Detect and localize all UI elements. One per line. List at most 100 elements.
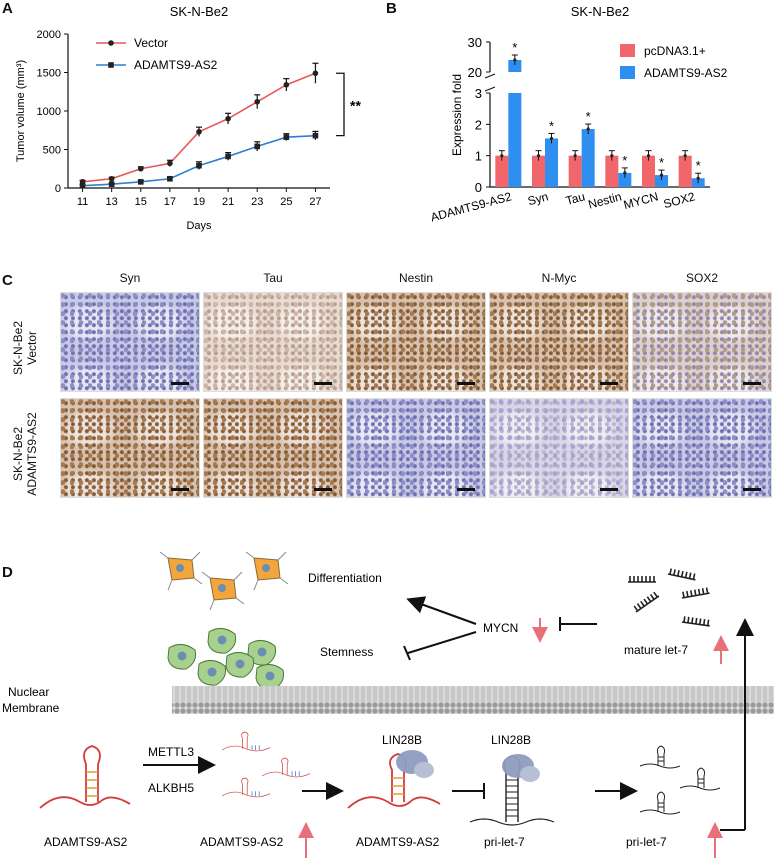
ihc-image-syn-row1 — [60, 292, 200, 392]
scale-bar — [314, 382, 332, 385]
chart-b-y-tick-label: 0 — [475, 180, 482, 195]
chart-b-bar — [495, 155, 509, 187]
mature-let7-icon — [628, 568, 710, 627]
label-lin28b-1: LIN28B — [382, 733, 422, 747]
panel-label-d: D — [2, 564, 13, 581]
chart-a-legend-marker — [108, 62, 114, 68]
ihc-column-header: Nestin — [398, 271, 433, 285]
label-differentiation: Differentiation — [308, 571, 382, 585]
label-pri-let7-1: pri-let-7 — [484, 835, 525, 849]
chart-b-point — [549, 136, 554, 141]
ihc-image-n-myc-row1 — [489, 292, 629, 392]
chart-b-point — [696, 176, 700, 180]
chart-a-x-tick-label: 15 — [135, 196, 147, 208]
chart-a-point — [196, 128, 202, 135]
chart-a-point — [283, 82, 290, 88]
chart-a-point — [196, 162, 202, 169]
chart-b-x-tick-label: SOX2 — [662, 189, 697, 211]
chart-a-point — [283, 134, 290, 140]
chart-b-y-label: Expression fold — [450, 74, 464, 156]
chart-b-x-tick-label: Syn — [526, 189, 550, 208]
ihc-column-header: Syn — [119, 271, 141, 285]
label-stemness: Stemness — [320, 645, 373, 659]
panel-label-c: C — [2, 272, 13, 289]
ihc-row-label-line1: SK-N-Be2 — [11, 426, 25, 482]
chart-a-y-tick-label: 500 — [43, 145, 61, 157]
chart-a-x-tick-label: 27 — [309, 196, 321, 208]
chart-b-point — [513, 58, 517, 62]
ihc-column-header: N-Myc — [541, 271, 577, 285]
label-mettl3: METTL3 — [148, 745, 194, 759]
chart-b-point — [623, 171, 627, 175]
label-adamts-1: ADAMTS9-AS2 — [44, 835, 128, 849]
chart-b-x-tick-label: ADAMTS9-AS2 — [429, 189, 513, 224]
inhibit-stemness-line — [407, 631, 477, 654]
ihc-image-tau-row1 — [203, 292, 343, 392]
chart-b-point — [683, 154, 687, 158]
label-adamts-3: ADAMTS9-AS2 — [356, 835, 440, 849]
scale-bar — [600, 382, 618, 385]
chart-a-x-tick-label: 19 — [193, 196, 205, 208]
chart-b-significance: * — [696, 158, 701, 173]
ihc-image-sox2-row2 — [632, 398, 772, 498]
scale-bar — [457, 488, 475, 491]
label-alkbh5: ALKBH5 — [148, 781, 194, 795]
chart-a-x-label: Days — [186, 220, 212, 232]
chart-b-bar — [508, 93, 522, 187]
scale-bar — [171, 382, 189, 385]
chart-b-y-tick-label: 3 — [475, 86, 482, 101]
chart-a-point — [137, 179, 144, 185]
chart-b-x-tick-label: MYCN — [622, 189, 660, 212]
chart-b-significance: * — [512, 40, 517, 55]
chart-b-bar — [678, 155, 692, 187]
chart-b-point — [573, 154, 577, 158]
chart-b-legend-label: ADAMTS9-AS2 — [644, 66, 728, 80]
methylated-rna-icon — [221, 731, 311, 798]
chart-b-y-tick-label: 2 — [475, 117, 482, 132]
chart-b-y-tick-label: 20 — [468, 65, 482, 80]
chart-a-y-label: Tumor volume (mm³) — [15, 60, 27, 162]
chart-b-x-tick-label: Tau — [564, 189, 586, 208]
ihc-column-header: Tau — [263, 271, 283, 285]
chart-a-point — [167, 175, 173, 182]
scale-bar — [743, 488, 761, 491]
chart-b-bar — [605, 155, 619, 187]
panel-label-b: B — [386, 0, 397, 17]
chart-b-point — [610, 154, 614, 158]
scale-bar — [600, 488, 618, 491]
chart-b-significance: * — [549, 118, 554, 133]
chart-a-point — [108, 181, 115, 187]
lin28b-pri-let7-complex-icon — [469, 754, 555, 826]
chart-a-legend-label: ADAMTS9-AS2 — [134, 58, 218, 72]
label-lin28b-2: LIN28B — [491, 733, 531, 747]
chart-a-significance-bracket — [336, 72, 345, 137]
chart-b-significance: * — [659, 155, 664, 170]
panel-label-a: A — [2, 0, 13, 17]
chart-a-point — [79, 182, 86, 189]
chart-b-bar — [618, 172, 632, 187]
pri-let7-icon — [639, 745, 721, 815]
chart-a-point — [312, 70, 319, 77]
chart-b-bar — [545, 138, 558, 187]
chart-a-title: SK-N-Be2 — [170, 4, 229, 19]
chart-b-bar — [532, 155, 545, 187]
chart-a-point — [254, 143, 261, 150]
ihc-row-label: SK-N-Be2 Vector — [11, 293, 39, 403]
chart-a-point — [108, 175, 115, 182]
ihc-image-syn-row2 — [60, 398, 200, 498]
chart-b-x-tick-label: Nestin — [587, 189, 623, 211]
label-mycn: MYCN — [483, 621, 518, 635]
chart-b-point — [500, 154, 504, 158]
ihc-row-label: SK-N-Be2 ADAMTS9-AS2 — [11, 399, 39, 509]
label-pri-let7-2: pri-let-7 — [626, 835, 667, 849]
nuclear-membrane — [172, 686, 774, 714]
chart-a-x-tick-label: 21 — [222, 196, 234, 208]
ihc-image-nestin-row1 — [346, 292, 486, 392]
chart-a-point — [254, 98, 261, 105]
adamts9-as2-rna-icon — [39, 745, 131, 809]
label-adamts-2: ADAMTS9-AS2 — [200, 835, 284, 849]
scale-bar — [314, 488, 332, 491]
chart-b-bar — [655, 175, 668, 187]
chart-a-x-tick-label: 11 — [77, 196, 88, 208]
chart-b-title: SK-N-Be2 — [571, 4, 630, 19]
